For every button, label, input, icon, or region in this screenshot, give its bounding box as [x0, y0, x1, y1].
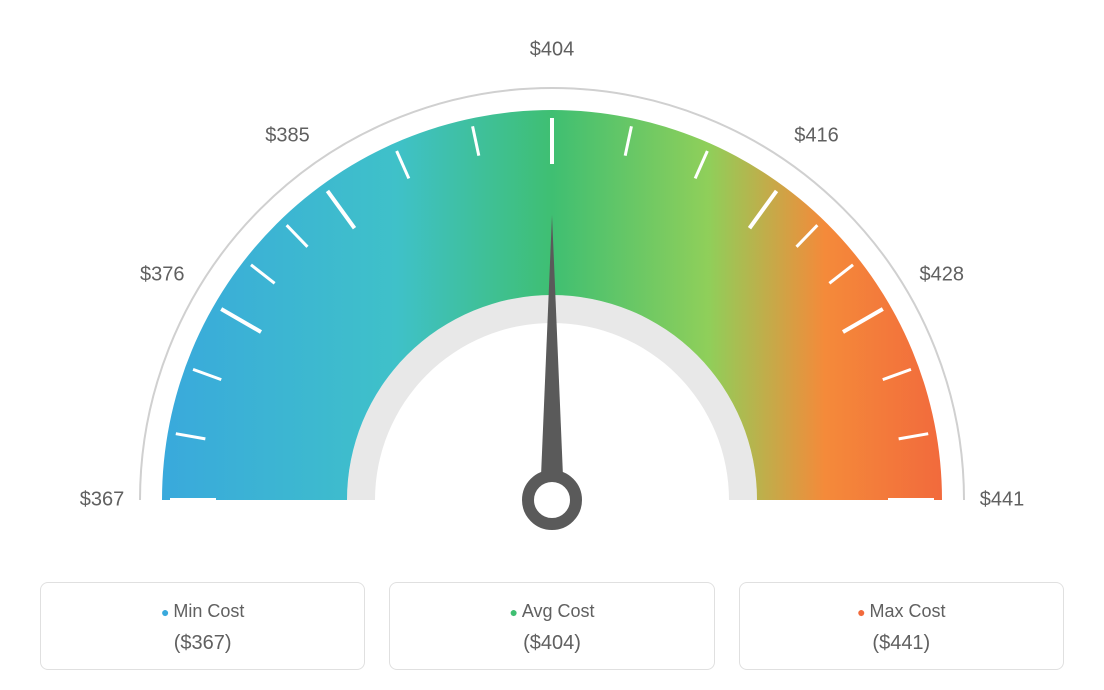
gauge-tick-label: $441 — [980, 489, 1025, 512]
card-avg-value: ($404) — [400, 632, 703, 655]
card-min-value: ($367) — [51, 632, 354, 655]
card-avg-title: Avg Cost — [400, 601, 703, 622]
cost-cards-row: Min Cost ($367) Avg Cost ($404) Max Cost… — [40, 582, 1064, 670]
card-max-title: Max Cost — [750, 601, 1053, 622]
card-max-cost: Max Cost ($441) — [739, 582, 1064, 670]
gauge-tick-label: $376 — [140, 264, 185, 287]
gauge-area: $367 $376 $385 $404 $416 $428 $441 — [0, 0, 1104, 560]
gauge-tick-label: $367 — [80, 489, 125, 512]
card-max-value: ($441) — [750, 632, 1053, 655]
gauge-tick-label: $385 — [265, 124, 310, 147]
card-avg-cost: Avg Cost ($404) — [389, 582, 714, 670]
gauge-chart-container: $367 $376 $385 $404 $416 $428 $441 Min Cost ($… — [0, 0, 1104, 690]
card-min-title: Min Cost — [51, 601, 354, 622]
card-min-cost: Min Cost ($367) — [40, 582, 365, 670]
gauge-tick-label: $428 — [919, 264, 964, 287]
gauge-tick-label: $404 — [530, 39, 575, 62]
gauge-tick-label: $416 — [794, 124, 839, 147]
